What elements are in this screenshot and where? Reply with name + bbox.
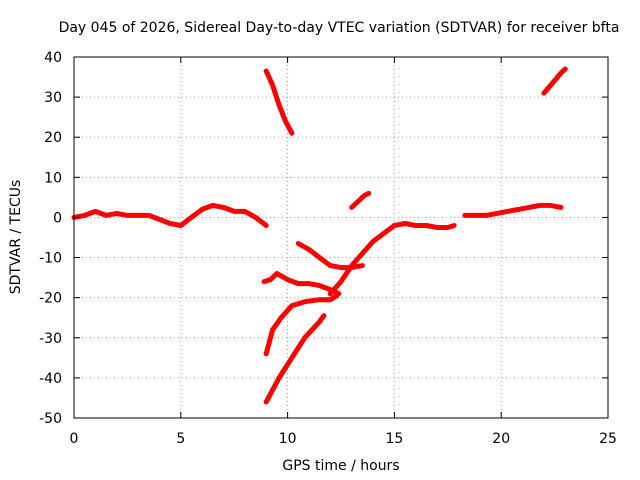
grid-layer [74,57,608,418]
y-tick-label: 20 [44,130,62,146]
series-layer [71,66,568,405]
series-main-trace [71,202,269,228]
series-steep-high [263,68,295,136]
x-tick-label: 5 [176,431,185,447]
x-tick-label: 10 [279,431,297,447]
y-tick-label: -30 [39,331,62,347]
y-tick-label: -20 [39,291,62,307]
x-tick-label: 20 [492,431,510,447]
y-tick-label: -40 [39,371,62,387]
series-short-mid [349,190,372,210]
series-right-trace [462,202,564,218]
x-tick-label: 0 [70,431,79,447]
series-steep-low [263,313,327,405]
y-axis-title: SDTVAR / TECUs [8,180,24,295]
y-tick-label: -50 [39,411,62,427]
y-tick-label: 40 [44,50,62,66]
series-rise [327,221,457,297]
tick-layer: 0 5 10 15 20 25 -50 -40 -30 -20 -10 0 10 20 30 40 [39,50,617,447]
y-tick-label: 30 [44,90,62,106]
y-tick-label: -10 [39,251,62,267]
y-tick-label: 0 [53,210,62,226]
x-tick-label: 25 [599,431,617,447]
chart-title: Day 045 of 2026, Sidereal Day-to-day VTE… [59,20,620,36]
series-arc-b [261,271,342,297]
y-tick-label: 10 [44,170,62,186]
series-top-right [541,66,568,96]
plot-frame [73,56,609,419]
series-arc-a [263,293,340,357]
x-tick-label: 15 [385,431,403,447]
x-axis-title: GPS time / hours [282,458,399,474]
